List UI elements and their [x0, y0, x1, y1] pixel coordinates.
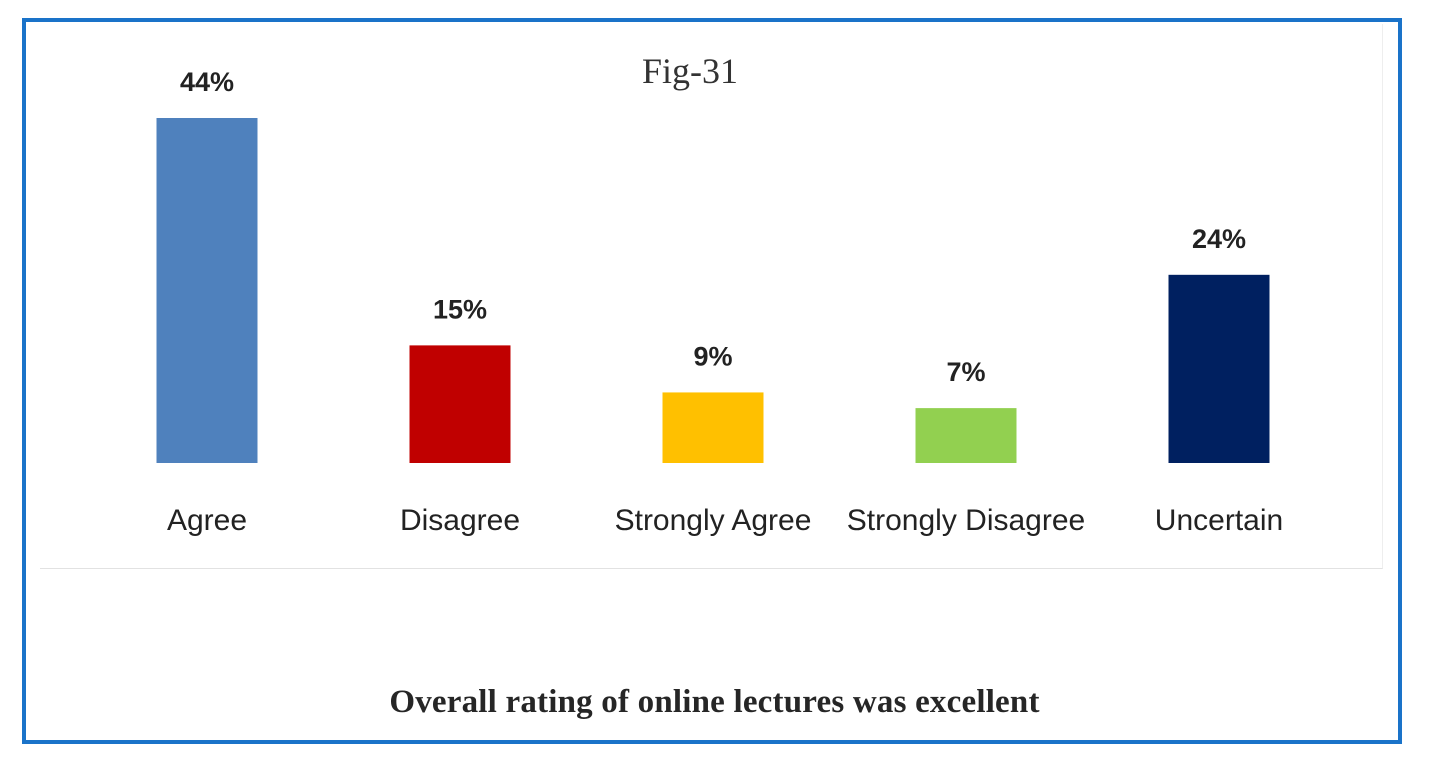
chart-panel — [40, 24, 1383, 569]
bar-agree — [156, 118, 258, 463]
data-label: 44% — [180, 67, 234, 97]
bar-disagree — [409, 345, 511, 463]
category-label: Strongly Disagree — [847, 504, 1085, 537]
data-label: 7% — [946, 357, 985, 387]
category-label: Strongly Agree — [615, 504, 812, 537]
bar-uncertain — [1168, 274, 1270, 463]
bar-strongly-disagree — [915, 408, 1017, 463]
data-label: 9% — [693, 341, 732, 371]
data-label: 15% — [433, 294, 487, 324]
bar-strongly-agree — [662, 392, 764, 463]
figure-caption: Overall rating of online lectures was ex… — [389, 684, 1040, 720]
category-label: Uncertain — [1155, 504, 1283, 537]
data-label: 24% — [1192, 224, 1246, 254]
category-label: Agree — [167, 504, 247, 537]
figure-label: Fig-31 — [641, 51, 738, 91]
category-label: Disagree — [400, 504, 520, 537]
